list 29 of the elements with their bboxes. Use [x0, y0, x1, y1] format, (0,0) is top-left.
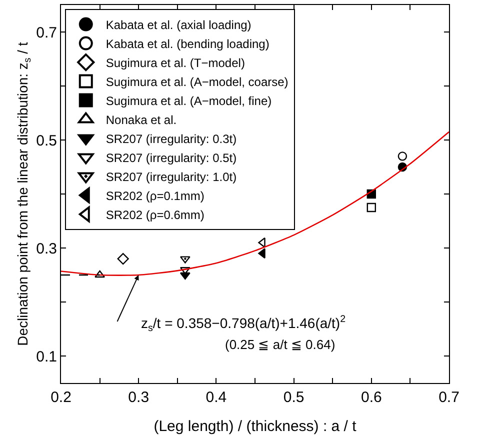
- legend-label: SR202 (ρ=0.1mm): [106, 188, 204, 203]
- legend-label: SR202 (ρ=0.6mm): [106, 208, 204, 222]
- legend-label: Nonaka et al.: [106, 112, 177, 127]
- legend-label: Sugimura et al. (T−model): [106, 56, 245, 70]
- annotation: z$_{s}$/t = 0.358−0.798(a/t)+1.46(a/t)$^{2}$: [141, 314, 346, 334]
- point: [366, 202, 376, 212]
- x-tick-label: 0.2: [50, 389, 72, 406]
- legend-label: Sugimura et al. (A−model, fine): [106, 94, 272, 108]
- point: [94, 270, 106, 278]
- x-axis-title: (Leg length) / (thickness) : a / t: [154, 418, 358, 435]
- legend-label: SR207 (irregularity: 0.5t): [106, 150, 237, 165]
- y-tick-label: 0.5: [36, 132, 57, 150]
- legend-label: Kabata et al. (axial loading): [106, 18, 252, 32]
- y-tick-label: 0.7: [36, 24, 57, 42]
- point: [180, 272, 190, 280]
- x-tick-label: 0.7: [438, 389, 460, 406]
- y-tick-label: 0.1: [36, 348, 57, 366]
- annotation: (0.25 ≦ a/t ≦ 0.64): [225, 337, 336, 352]
- legend-label: Kabata et al. (bending loading): [106, 36, 270, 51]
- y-tick-label: 0.3: [36, 240, 57, 258]
- x-tick-label: 0.4: [206, 389, 227, 406]
- legend-label: SR207 (irregularity: 0.3t): [106, 132, 237, 146]
- point: [117, 253, 129, 265]
- x-tick-label: 0.5: [283, 389, 304, 406]
- legend-label: Sugimura et al. (A−model, coarse): [106, 74, 288, 89]
- x-tick-label: 0.6: [360, 389, 382, 406]
- point: [398, 152, 408, 161]
- x-tick-label: 0.3: [128, 389, 150, 406]
- legend-label: SR207 (irregularity: 1.0t): [106, 170, 237, 184]
